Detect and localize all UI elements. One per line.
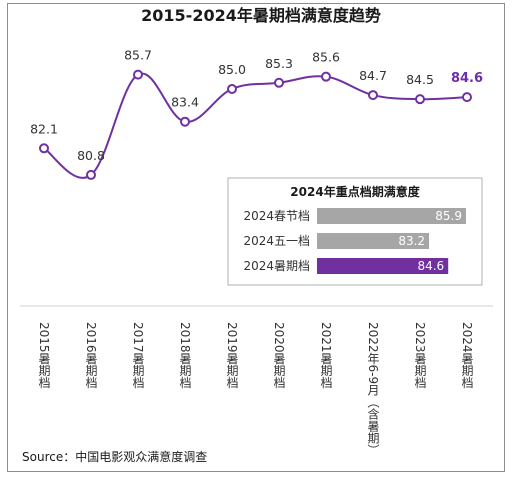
data-label: 85.6	[312, 50, 340, 65]
x-tick-label: 2016暑期档	[84, 322, 98, 389]
inset-bar-value: 85.9	[435, 209, 462, 223]
inset-bar	[317, 208, 466, 224]
data-point	[274, 77, 284, 88]
inset-bar-value: 83.2	[398, 234, 425, 248]
data-label: 84.7	[359, 68, 387, 83]
inset-category-label: 2024春节档	[243, 209, 310, 223]
data-point	[133, 69, 143, 80]
inset-category-label: 2024暑期档	[243, 259, 310, 273]
inset-bars: 2024春节档 85.9 2024五一档 83.2 2024暑期档 84.6	[243, 208, 466, 274]
data-point	[86, 169, 96, 180]
x-tick-label: 2020暑期档	[272, 322, 286, 389]
data-point	[39, 143, 49, 154]
chart-title: 2015-2024年暑期档满意度趋势	[141, 6, 381, 25]
x-tick-label: 2018暑期档	[178, 322, 192, 389]
data-label: 83.4	[171, 95, 199, 110]
source-note: Source：中国电影观众满意度调查	[22, 449, 207, 464]
data-label: 82.1	[30, 121, 58, 136]
inset-bar	[317, 258, 449, 274]
x-tick-label: 2024暑期档	[460, 322, 474, 389]
inset-bar	[317, 233, 430, 249]
data-point	[415, 94, 425, 105]
x-tick-label: 2015暑期档	[37, 322, 51, 389]
x-tick-label: 2017暑期档	[131, 322, 145, 389]
inset-title: 2024年重点档期满意度	[290, 184, 420, 199]
data-label: 85.0	[218, 62, 246, 77]
x-tick-label: 2023暑期档	[413, 322, 427, 389]
data-point	[321, 71, 331, 82]
data-label: 85.3	[265, 56, 293, 71]
data-point	[368, 90, 378, 101]
x-tick-labels: 2015暑期档 2016暑期档 2017暑期档 2018暑期档 2019暑期档 2020暑…	[37, 322, 474, 456]
data-point	[462, 92, 472, 103]
data-label: 85.7	[124, 48, 152, 63]
data-point	[227, 83, 237, 94]
inset-chart: 2024年重点档期满意度 2024春节档 85.9 2024五一档 83.2 2024暑…	[227, 177, 483, 286]
inset-category-label: 2024五一档	[243, 234, 310, 248]
x-tick-label: 2019暑期档	[225, 322, 239, 389]
data-label: 84.6	[451, 71, 483, 86]
x-tick-label: 2021暑期档	[319, 322, 333, 389]
data-point	[180, 116, 190, 127]
data-label: 84.5	[406, 72, 434, 87]
inset-bar-value: 84.6	[417, 259, 444, 273]
line-series: 82.1 80.8 85.7 83.4 85.0 85.3 85.6 84.7 84.5 84.6	[30, 48, 483, 180]
series-line	[43, 72, 468, 179]
data-label: 80.8	[77, 148, 105, 163]
x-tick-label: 2022年6-9月（含暑期）	[366, 322, 380, 456]
